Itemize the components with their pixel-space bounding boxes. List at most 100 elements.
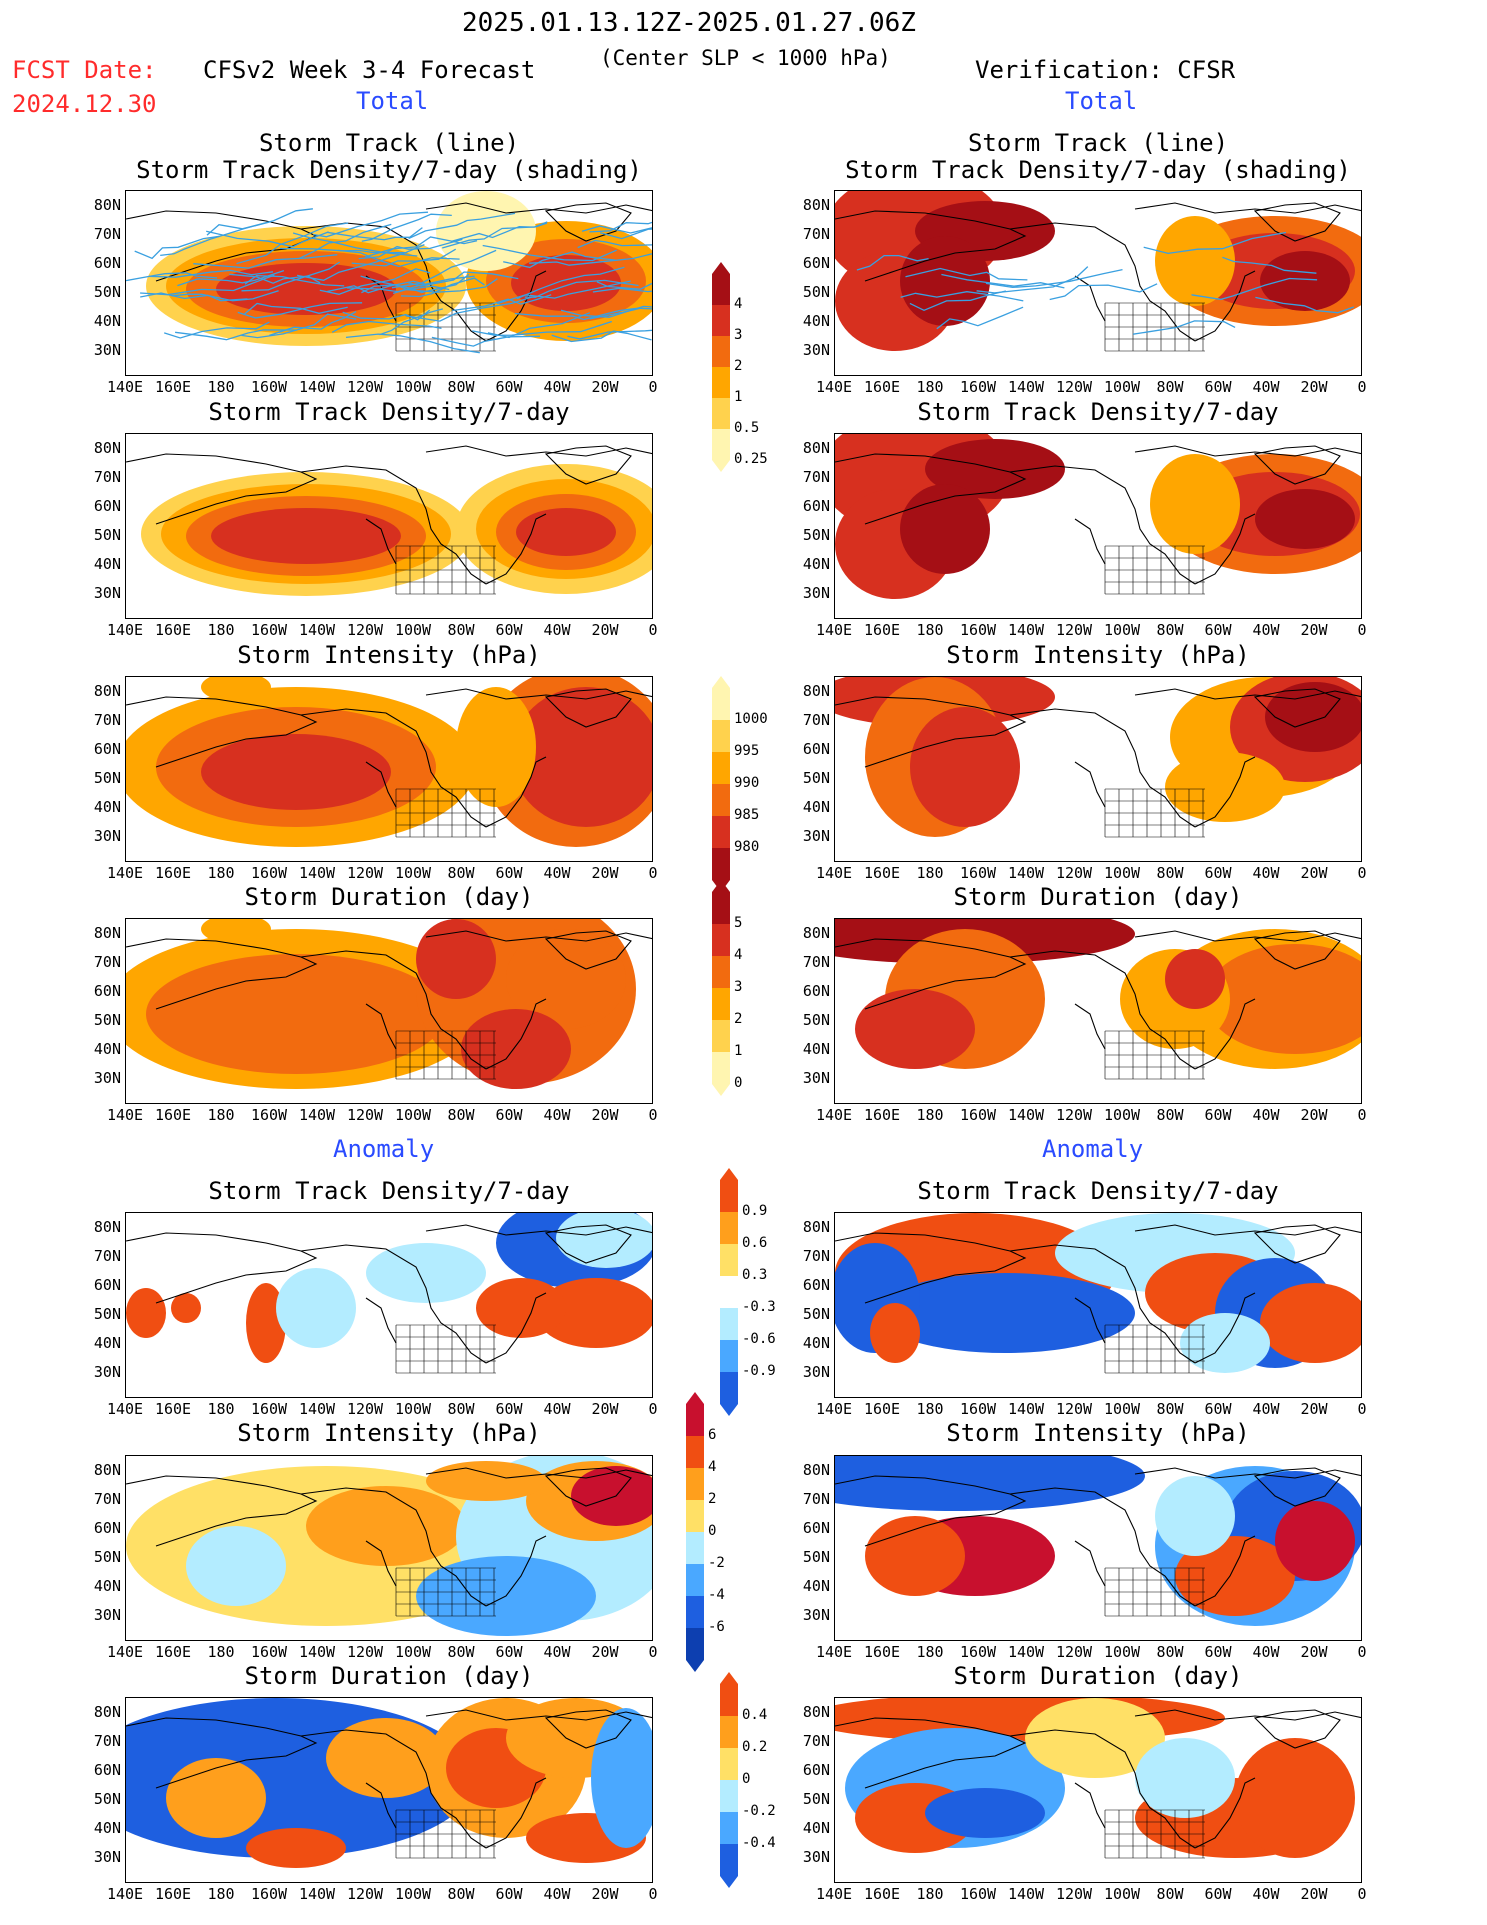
lon-label: 80W <box>447 1885 475 1903</box>
state-boundaries <box>1104 788 1205 838</box>
shading-region <box>855 989 975 1069</box>
lon-label: 60W <box>1204 1106 1232 1124</box>
title-density-left: Storm Track Density/7-day <box>208 398 570 426</box>
lat-label: 70N <box>802 1732 830 1750</box>
coastline <box>544 688 632 728</box>
lon-label: 40W <box>543 1643 571 1661</box>
lon-label: 20W <box>1300 1885 1328 1903</box>
map-panel-r6-forecast <box>125 1455 653 1641</box>
lon-label: 160W <box>959 1400 997 1418</box>
coastline <box>425 1467 652 1479</box>
lon-label: 20W <box>591 378 619 396</box>
colorbar-swatch <box>686 1596 704 1628</box>
lon-label: 0 <box>1357 864 1367 882</box>
lon-label: 160E <box>863 1400 901 1418</box>
lon-label: 80W <box>447 1400 475 1418</box>
lon-label: 40W <box>1252 1400 1280 1418</box>
coastline <box>300 1487 487 1607</box>
lat-label: 40N <box>93 555 121 573</box>
lon-label: 0 <box>1357 1885 1367 1903</box>
colorbar-swatch <box>712 892 730 924</box>
lon-label: 20W <box>1300 1643 1328 1661</box>
colorbar-label: 0.9 <box>742 1203 768 1219</box>
lon-label: 120W <box>1055 378 1093 396</box>
shading-region <box>186 1526 286 1606</box>
lon-label: 140W <box>1007 1885 1045 1903</box>
lat-label: 60N <box>93 254 121 272</box>
colorbar-swatch <box>712 305 730 336</box>
lon-label: 60W <box>495 621 523 639</box>
lat-label: 60N <box>802 1519 830 1537</box>
coastline <box>835 453 1027 525</box>
lon-label: 140E <box>106 1400 144 1418</box>
coastline <box>126 1475 318 1547</box>
lon-label: 120W <box>1055 864 1093 882</box>
coastline <box>835 1717 1027 1789</box>
lon-label: 160W <box>959 864 997 882</box>
lon-label: 180 <box>207 1400 235 1418</box>
shading-region <box>1235 1738 1355 1858</box>
lon-label: 100W <box>1103 1643 1141 1661</box>
lon-label: 120W <box>346 1400 384 1418</box>
colorbar-swatch <box>686 1404 704 1436</box>
coastline <box>1134 202 1361 214</box>
map-panel-r1-forecast <box>125 190 653 376</box>
colorbar-swatch <box>712 784 730 816</box>
shading-region <box>306 1486 466 1566</box>
lat-label: 50N <box>93 526 121 544</box>
lon-label: 140E <box>815 621 853 639</box>
coastline <box>1074 275 1106 322</box>
lon-label: 160W <box>959 621 997 639</box>
shading-region <box>1155 1476 1235 1556</box>
coastline <box>1253 445 1341 485</box>
lon-label: 160E <box>863 1643 901 1661</box>
shading-region <box>1165 752 1285 822</box>
lon-label: 20W <box>1300 1106 1328 1124</box>
colorbar-swatch <box>720 1780 738 1812</box>
coastline <box>485 1777 547 1849</box>
lon-label: 120W <box>1055 621 1093 639</box>
lon-label: 160W <box>250 1643 288 1661</box>
lat-label: 60N <box>93 982 121 1000</box>
lon-label: 100W <box>394 378 432 396</box>
lat-label: 40N <box>802 1819 830 1837</box>
lat-label: 50N <box>802 283 830 301</box>
lon-label: 140W <box>1007 621 1045 639</box>
coastline <box>365 275 397 322</box>
coastline <box>300 1244 487 1364</box>
title-intensity-right: Storm Intensity (hPa) <box>946 641 1250 669</box>
coastline <box>485 998 547 1070</box>
shading-region <box>1205 944 1361 1054</box>
lon-label: 20W <box>1300 864 1328 882</box>
colorbar-label: 0.5 <box>734 420 760 436</box>
lon-label: 80W <box>447 378 475 396</box>
colorbar-swatch <box>712 752 730 784</box>
colorbar-label: 2 <box>708 1491 717 1507</box>
colorbar-label: -6 <box>708 1619 725 1635</box>
lon-label: 140W <box>1007 1106 1045 1124</box>
coastline <box>1253 1467 1341 1507</box>
colorbar-arrow-top <box>712 676 730 688</box>
lon-label: 140W <box>1007 378 1045 396</box>
lon-label: 40W <box>1252 1643 1280 1661</box>
lon-label: 60W <box>1204 621 1232 639</box>
lon-label: 100W <box>394 621 432 639</box>
coastline <box>1009 222 1196 342</box>
coastline <box>544 445 632 485</box>
lon-label: 120W <box>346 1643 384 1661</box>
lon-label: 60W <box>1204 1885 1232 1903</box>
coastline <box>1074 1003 1106 1050</box>
lat-label: 80N <box>93 1218 121 1236</box>
lon-label: 40W <box>543 621 571 639</box>
lon-label: 120W <box>1055 1885 1093 1903</box>
shading-region <box>416 919 496 999</box>
lon-label: 60W <box>495 1885 523 1903</box>
coastline <box>425 688 652 700</box>
coastline <box>1074 1782 1106 1829</box>
lon-label: 80W <box>447 864 475 882</box>
lon-label: 40W <box>543 1400 571 1418</box>
map-panel-r4-verification <box>834 918 1362 1104</box>
shading-region <box>146 954 446 1074</box>
colorbar-label: 0.25 <box>734 451 768 467</box>
lon-label: 180 <box>916 1643 944 1661</box>
